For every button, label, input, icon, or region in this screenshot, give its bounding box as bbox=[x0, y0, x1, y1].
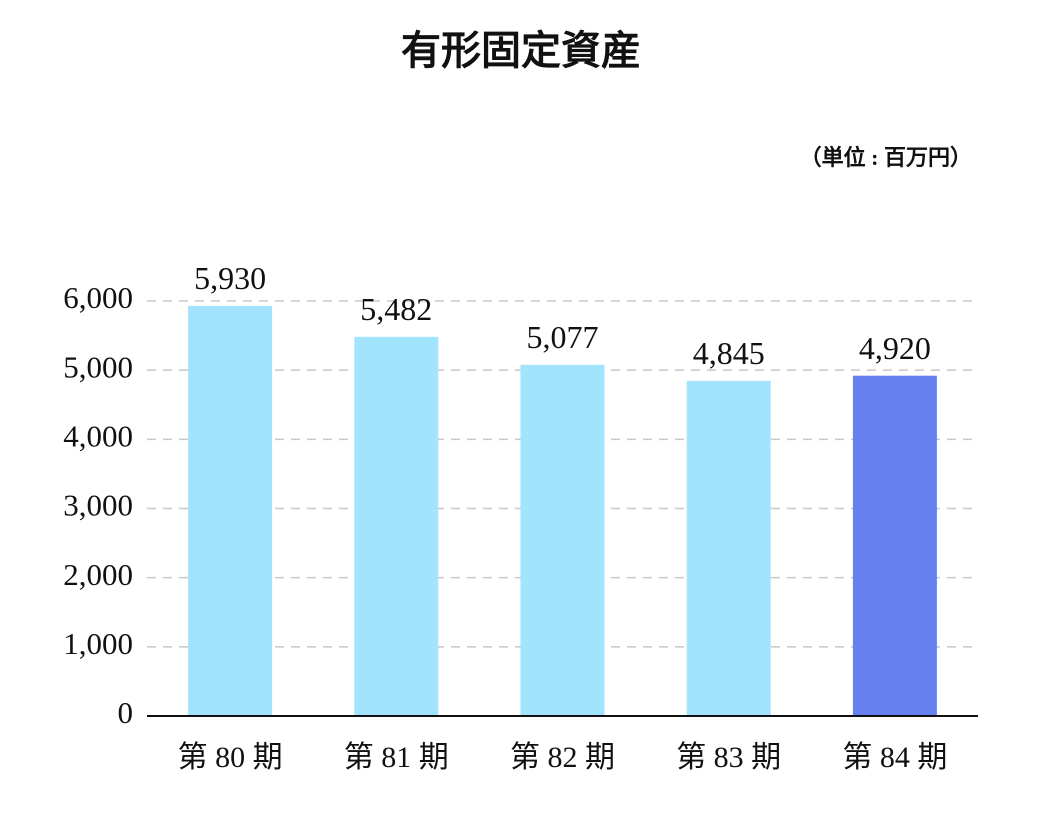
unit-label: （単位 : 百万円） bbox=[800, 145, 972, 170]
y-tick-label: 2,000 bbox=[63, 557, 133, 592]
x-tick-label: 第 84 期 bbox=[842, 741, 947, 774]
value-label: 5,482 bbox=[360, 291, 432, 327]
bar bbox=[354, 336, 439, 716]
value-label: 4,920 bbox=[859, 330, 931, 366]
value-label: 4,845 bbox=[693, 335, 765, 371]
y-tick-label: 1,000 bbox=[63, 626, 133, 661]
y-tick-label: 6,000 bbox=[63, 280, 133, 315]
bar bbox=[686, 380, 771, 716]
x-tick-label: 第 81 期 bbox=[344, 741, 449, 774]
value-label: 5,077 bbox=[527, 319, 599, 355]
y-tick-label: 4,000 bbox=[63, 418, 133, 453]
x-tick-label: 第 82 期 bbox=[510, 741, 615, 774]
y-tick-label: 3,000 bbox=[63, 488, 133, 523]
bar bbox=[852, 375, 937, 716]
y-tick-label: 0 bbox=[118, 695, 134, 730]
x-tick-label: 第 83 期 bbox=[676, 741, 781, 774]
x-tick-label: 第 80 期 bbox=[178, 741, 283, 774]
value-label: 5,930 bbox=[194, 260, 266, 296]
chart-title: 有形固定資産 bbox=[401, 28, 641, 73]
bar bbox=[188, 305, 273, 716]
y-tick-label: 5,000 bbox=[63, 349, 133, 384]
bar bbox=[520, 364, 605, 716]
